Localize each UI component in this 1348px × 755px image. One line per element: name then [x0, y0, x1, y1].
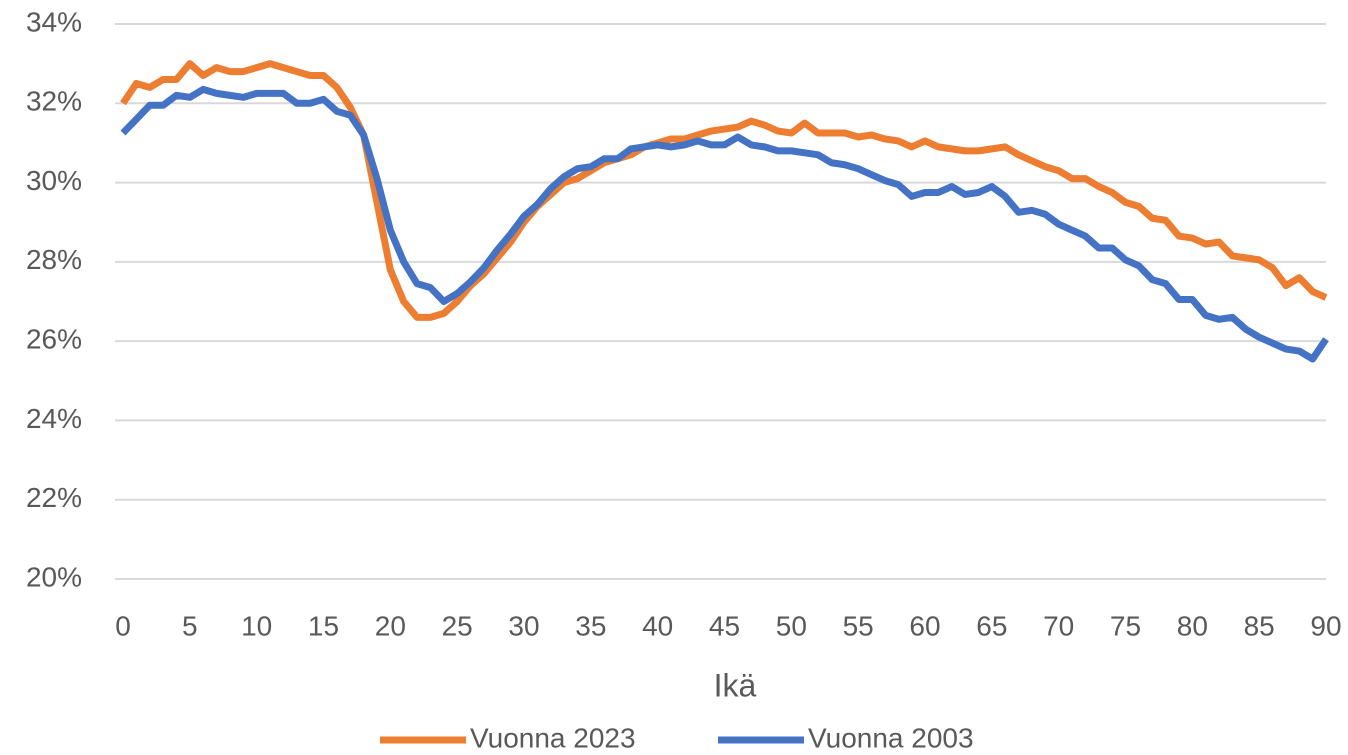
x-tick-label: 30 — [508, 610, 539, 641]
x-tick-label: 50 — [776, 610, 807, 641]
x-tick-label: 20 — [375, 610, 406, 641]
x-tick-label: 90 — [1310, 610, 1341, 641]
y-tick-label: 22% — [26, 482, 82, 513]
x-axis-label: Ikä — [714, 667, 757, 703]
x-tick-label: 70 — [1043, 610, 1074, 641]
y-tick-label: 30% — [26, 165, 82, 196]
x-tick-label: 60 — [909, 610, 940, 641]
y-tick-label: 26% — [26, 324, 82, 355]
legend-label: Vuonna 2003 — [808, 722, 974, 753]
y-tick-label: 32% — [26, 86, 82, 117]
y-tick-label: 34% — [26, 6, 82, 37]
x-tick-label: 5 — [182, 610, 198, 641]
x-tick-label: 80 — [1177, 610, 1208, 641]
x-tick-label: 15 — [308, 610, 339, 641]
x-tick-label: 75 — [1110, 610, 1141, 641]
line-series — [120, 60, 1328, 321]
y-tick-label: 20% — [26, 561, 82, 592]
x-tick-label: 25 — [442, 610, 473, 641]
x-tick-label: 55 — [843, 610, 874, 641]
x-tick-label: 65 — [976, 610, 1007, 641]
x-tick-label: 40 — [642, 610, 673, 641]
x-tick-label: 85 — [1244, 610, 1275, 641]
line-series — [120, 85, 1329, 363]
x-tick-label: 10 — [241, 610, 272, 641]
legend-label: Vuonna 2023 — [470, 722, 636, 753]
x-tick-label: 45 — [709, 610, 740, 641]
y-tick-label: 24% — [26, 403, 82, 434]
y-tick-label: 28% — [26, 244, 82, 275]
x-tick-label: 0 — [115, 610, 131, 641]
x-tick-label: 35 — [575, 610, 606, 641]
